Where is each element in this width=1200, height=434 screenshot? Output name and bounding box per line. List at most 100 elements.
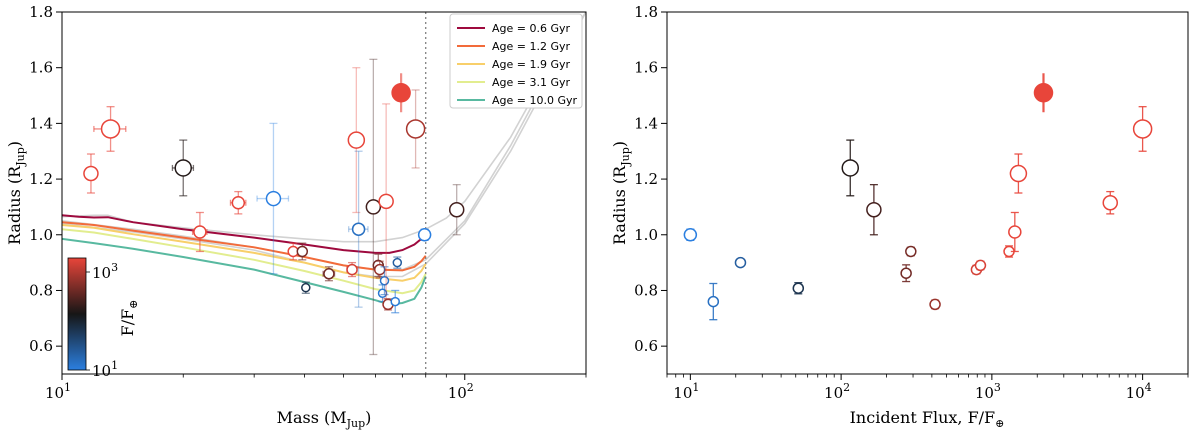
data-marker <box>1033 83 1054 103</box>
flux-radius-panel: 101 102 103 104 0.6 0.8 1.0 1.2 1.4 1.6 1.8 Incid… <box>610 3 1189 430</box>
isochrone-line <box>62 224 427 282</box>
data-point <box>974 259 987 272</box>
y-tick-label: 0.6 <box>29 337 53 355</box>
y-tick-label: 1.8 <box>29 3 53 21</box>
colorbar-tick-top: 103 <box>92 261 118 282</box>
data-marker <box>265 190 282 207</box>
age-legend: Age = 0.6 Gyr Age = 1.2 Gyr Age = 1.9 Gyr A… <box>449 13 583 109</box>
data-point <box>347 67 366 214</box>
data-marker <box>905 245 917 258</box>
colorbar-tick-bottom: 101 <box>92 359 118 380</box>
data-point <box>905 245 917 258</box>
x-tick-label: 102 <box>448 381 474 402</box>
mass-radius-panel: 101 102 0.6 0.8 1.0 1.2 1.4 1.6 1.8 Mass (MJup)… <box>5 3 587 430</box>
left-y-ticks: 0.6 0.8 1.0 1.2 1.4 1.6 1.8 <box>29 3 62 355</box>
data-point <box>256 122 290 275</box>
data-marker <box>301 282 311 293</box>
data-point <box>707 282 720 321</box>
y-tick-label: 1.4 <box>634 114 658 132</box>
data-marker <box>346 263 358 276</box>
data-point <box>171 139 195 197</box>
legend-entry: Age = 0.6 Gyr <box>492 22 571 35</box>
data-marker <box>974 259 987 272</box>
right-axes-frame <box>666 11 1189 375</box>
y-tick-label: 0.8 <box>29 281 53 299</box>
data-marker <box>417 228 432 242</box>
x-tick-label: 102 <box>824 381 850 402</box>
right-x-ticks: 101 102 103 104 <box>666 374 1189 402</box>
data-point <box>417 228 432 242</box>
data-point <box>229 190 247 215</box>
legend-box <box>449 13 583 109</box>
y-tick-label: 1.8 <box>634 3 658 21</box>
data-marker <box>231 195 246 210</box>
isochrone-line <box>62 237 427 306</box>
data-point <box>1033 73 1054 113</box>
data-point <box>93 106 127 152</box>
data-marker <box>378 193 394 210</box>
data-point <box>405 89 426 169</box>
x-tick-label: 101 <box>45 381 71 402</box>
data-point <box>296 242 309 261</box>
y-tick-label: 1.0 <box>29 226 53 244</box>
data-marker <box>1009 164 1028 183</box>
data-point <box>348 150 369 308</box>
data-point <box>191 211 208 253</box>
isochrone-curves <box>62 214 427 306</box>
data-marker <box>900 267 912 279</box>
legend-entry: Age = 3.1 Gyr <box>492 76 571 89</box>
y-tick-label: 1.2 <box>29 170 53 188</box>
data-point <box>378 103 394 300</box>
data-marker <box>1008 225 1022 239</box>
data-marker <box>792 282 805 294</box>
data-marker <box>707 295 720 308</box>
data-marker <box>866 201 882 218</box>
x-tick-label: 104 <box>1126 381 1152 402</box>
data-point <box>1132 106 1153 152</box>
data-marker <box>373 263 386 276</box>
data-marker <box>83 165 99 182</box>
data-point <box>734 256 747 269</box>
y-tick-label: 1.6 <box>634 59 658 77</box>
data-marker <box>929 298 941 311</box>
right-y-axis-label: Radius (RJup) <box>610 141 632 245</box>
data-marker <box>351 222 366 236</box>
flux-colorbar: 103 101 F/F⊕ <box>67 257 140 380</box>
data-marker <box>405 119 426 139</box>
data-point <box>1009 153 1028 194</box>
data-marker <box>448 201 465 218</box>
data-point <box>1008 211 1022 253</box>
x-tick-label: 101 <box>673 381 699 402</box>
data-marker <box>174 159 192 177</box>
data-marker <box>365 199 382 215</box>
data-point <box>83 153 99 194</box>
flux-radius-points <box>683 73 1153 321</box>
data-point <box>841 139 860 197</box>
right-y-ticks: 0.6 0.8 1.0 1.2 1.4 1.6 1.8 <box>634 3 667 355</box>
y-tick-label: 1.2 <box>634 170 658 188</box>
data-point <box>448 183 465 236</box>
data-marker <box>296 245 309 258</box>
y-tick-label: 1.0 <box>634 226 658 244</box>
data-marker <box>683 228 698 242</box>
data-point <box>365 58 382 356</box>
x-tick-label: 103 <box>975 381 1001 402</box>
data-marker <box>347 131 366 149</box>
data-marker <box>391 83 411 103</box>
data-marker <box>323 268 335 280</box>
isochrone-line <box>62 214 427 254</box>
data-point <box>1102 190 1119 215</box>
left-axes-frame <box>61 11 587 375</box>
data-marker <box>1132 119 1153 139</box>
data-point <box>900 264 912 283</box>
y-tick-label: 1.4 <box>29 114 53 132</box>
left-x-axis-label: Mass (MJup) <box>277 408 372 430</box>
data-marker <box>1102 194 1119 211</box>
data-point <box>391 73 411 113</box>
data-marker <box>841 159 860 177</box>
y-tick-label: 1.6 <box>29 59 53 77</box>
colorbar-gradient <box>67 257 87 371</box>
y-tick-label: 0.6 <box>634 337 658 355</box>
data-point <box>929 298 941 311</box>
data-marker <box>193 225 207 239</box>
